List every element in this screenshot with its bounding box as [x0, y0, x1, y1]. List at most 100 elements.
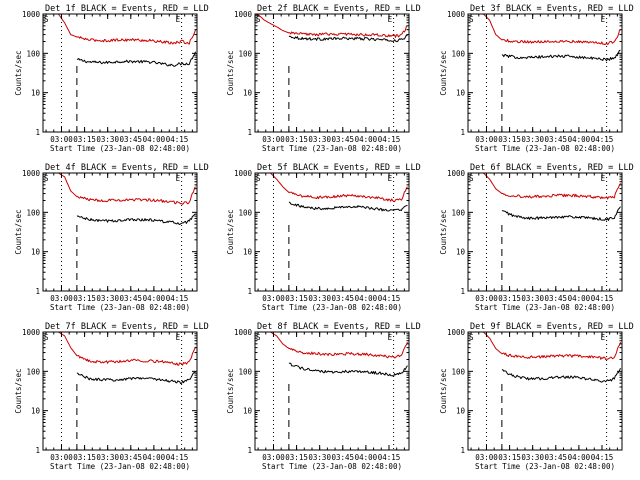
y-tick-label: 10	[31, 89, 41, 98]
chart-panel-6: Det 6f BLACK = Events, RED = LLD 1 10 100 10…	[439, 163, 634, 312]
chart-panel-4: Det 4f BLACK = Events, RED = LLD 1 10 100 10…	[14, 163, 209, 312]
plot-frame	[42, 331, 198, 451]
x-axis-label: Start Time (23-Jan-08 02:48:00)	[475, 144, 615, 153]
y-tick-label: 1000	[234, 169, 253, 178]
x-tick-label: 04:00	[355, 453, 378, 462]
x-axis-label: Start Time (23-Jan-08 02:48:00)	[50, 144, 190, 153]
end-marker: E	[388, 15, 393, 24]
y-tick-label: 1	[460, 446, 465, 455]
series-line-events	[501, 206, 621, 221]
plot-frame	[254, 172, 410, 292]
series-line-lld	[255, 173, 408, 203]
x-tick-label: 04:15	[166, 294, 189, 303]
x-tick-label: 03:45	[331, 453, 354, 462]
x-tick-label: 03:15	[285, 294, 308, 303]
end-marker: E	[176, 333, 181, 342]
x-tick-label: 04:00	[568, 294, 591, 303]
chart-title: Det 3f BLACK = Events, RED = LLD	[470, 4, 634, 14]
start-marker: S	[44, 174, 49, 183]
chart-title: Det 9f BLACK = Events, RED = LLD	[470, 322, 634, 332]
y-axis-label: Counts/sec	[226, 209, 235, 254]
x-tick-label: 03:00	[475, 294, 498, 303]
x-tick-label: 03:15	[73, 294, 96, 303]
x-tick-label: 03:30	[96, 135, 119, 144]
y-axis-label: Counts/sec	[226, 50, 235, 95]
x-tick-label: 03:45	[544, 135, 567, 144]
start-marker: S	[256, 333, 261, 342]
x-tick-label: 04:15	[378, 294, 401, 303]
x-tick-label: 03:00	[262, 294, 285, 303]
x-tick-label: 03:45	[331, 135, 354, 144]
y-tick-label: 10	[456, 407, 466, 416]
plot-frame	[42, 13, 198, 133]
start-marker: S	[256, 174, 261, 183]
series-line-lld	[468, 332, 621, 361]
y-tick-label: 10	[456, 89, 466, 98]
series-line-events	[501, 49, 621, 62]
end-marker: E	[388, 174, 393, 183]
x-tick-label: 03:00	[50, 453, 73, 462]
y-tick-label: 100	[26, 49, 40, 58]
x-axis-label: Start Time (23-Jan-08 02:48:00)	[262, 303, 402, 312]
plot-frame	[254, 13, 410, 133]
end-marker: E	[176, 174, 181, 183]
x-tick-label: 04:15	[591, 453, 614, 462]
x-tick-label: 04:00	[568, 453, 591, 462]
y-tick-label: 10	[243, 407, 253, 416]
series-line-lld	[468, 14, 621, 45]
x-tick-label: 04:15	[166, 135, 189, 144]
y-axis-label: Counts/sec	[226, 368, 235, 413]
x-tick-label: 04:15	[591, 135, 614, 144]
y-tick-label: 10	[31, 248, 41, 257]
x-tick-label: 03:45	[119, 453, 142, 462]
plot-frame	[467, 331, 623, 451]
x-tick-label: 03:15	[285, 135, 308, 144]
x-tick-label: 03:30	[308, 294, 331, 303]
y-tick-label: 1	[35, 287, 40, 296]
x-tick-label: 03:00	[475, 453, 498, 462]
x-axis-label: Start Time (23-Jan-08 02:48:00)	[475, 462, 615, 471]
chart-title: Det 5f BLACK = Events, RED = LLD	[257, 163, 421, 173]
series-line-lld	[255, 332, 408, 359]
start-marker: S	[469, 15, 474, 24]
y-tick-label: 100	[238, 208, 252, 217]
x-tick-label: 04:15	[378, 453, 401, 462]
x-tick-label: 03:15	[73, 135, 96, 144]
x-tick-label: 04:15	[378, 135, 401, 144]
series-line-events	[288, 34, 408, 43]
x-tick-label: 03:00	[262, 135, 285, 144]
x-tick-label: 03:15	[73, 453, 96, 462]
chart-panel-3: Det 3f BLACK = Events, RED = LLD 1 10 100 10…	[439, 4, 634, 153]
x-tick-label: 04:00	[143, 294, 166, 303]
x-tick-label: 03:15	[498, 294, 521, 303]
series-line-events	[288, 362, 408, 377]
y-tick-label: 1000	[22, 328, 41, 337]
y-axis-label: Counts/sec	[439, 50, 448, 95]
x-tick-label: 03:45	[331, 294, 354, 303]
y-tick-label: 1	[247, 128, 252, 137]
y-tick-label: 1000	[447, 10, 466, 19]
start-marker: S	[44, 333, 49, 342]
plot-frame	[254, 331, 410, 451]
y-tick-label: 1	[35, 128, 40, 137]
series-line-lld	[468, 173, 621, 200]
x-tick-label: 03:00	[262, 453, 285, 462]
chart-panel-5: Det 5f BLACK = Events, RED = LLD 1 10 100 10…	[226, 163, 421, 312]
x-tick-label: 04:00	[355, 135, 378, 144]
x-tick-label: 03:15	[498, 453, 521, 462]
x-tick-label: 03:30	[96, 453, 119, 462]
x-tick-label: 03:45	[544, 294, 567, 303]
y-tick-label: 10	[456, 248, 466, 257]
chart-title: Det 1f BLACK = Events, RED = LLD	[45, 4, 209, 14]
end-marker: E	[601, 15, 606, 24]
x-tick-label: 03:45	[119, 294, 142, 303]
y-tick-label: 100	[451, 208, 465, 217]
y-axis-label: Counts/sec	[439, 368, 448, 413]
y-tick-label: 1000	[22, 169, 41, 178]
chart-title: Det 8f BLACK = Events, RED = LLD	[257, 322, 421, 332]
chart-title: Det 6f BLACK = Events, RED = LLD	[470, 163, 634, 173]
x-tick-label: 03:30	[521, 294, 544, 303]
x-axis-label: Start Time (23-Jan-08 02:48:00)	[262, 462, 402, 471]
chart-panel-2: Det 2f BLACK = Events, RED = LLD 1 10 100 10…	[226, 4, 421, 153]
